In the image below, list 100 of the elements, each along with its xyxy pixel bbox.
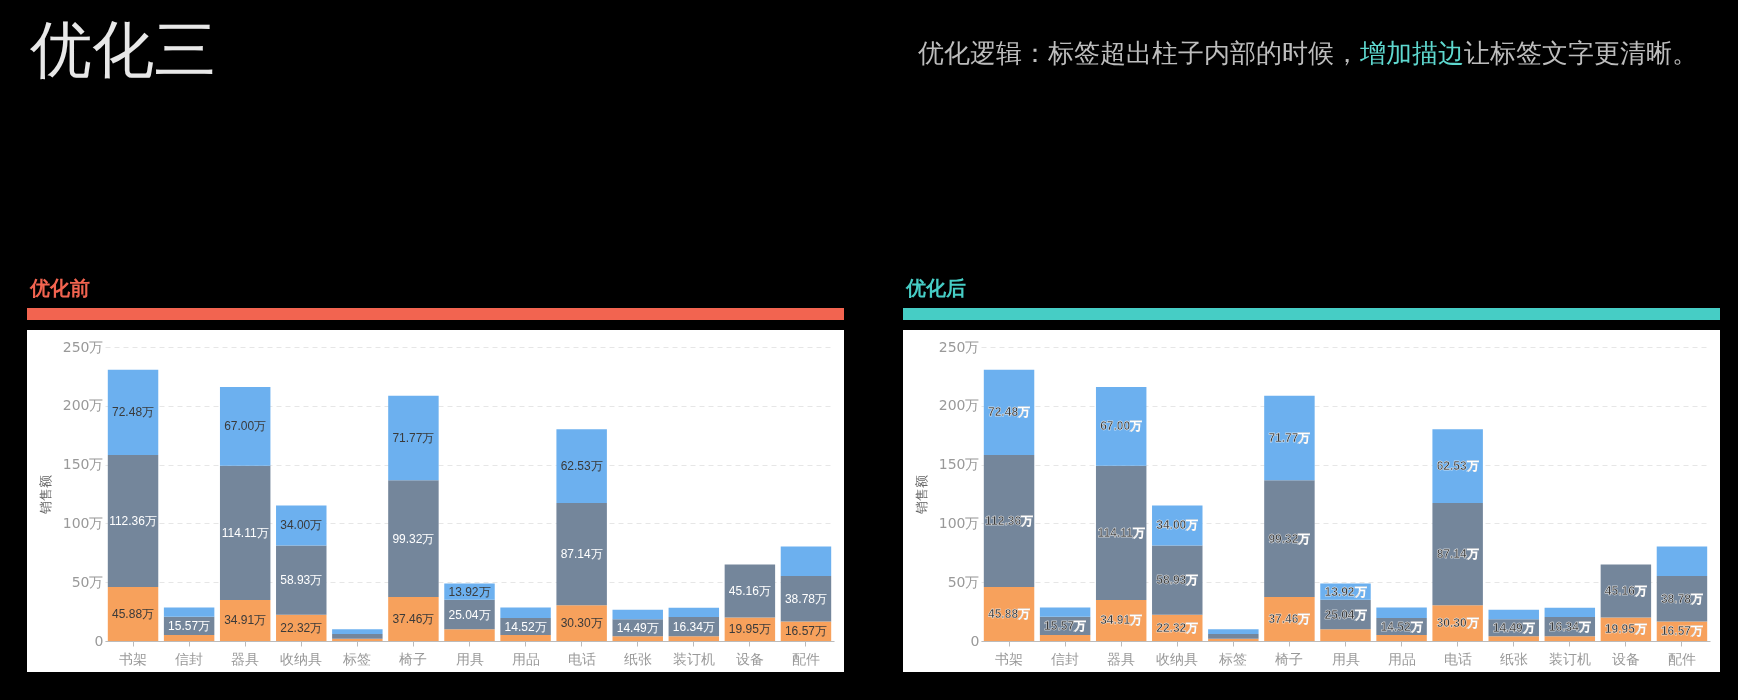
bar [1039,635,1091,641]
data-label: 62.53万 [1436,459,1479,474]
bar [1320,629,1371,641]
data-label: 13.92万 [1324,584,1367,599]
data-label: 71.77万 [1268,430,1311,445]
data-label: 87.14万 [1436,547,1479,562]
bar [983,454,1035,588]
y-tick-label: 50万 [71,573,104,590]
chart-title: 优化后 [905,275,967,302]
bar [1488,636,1539,641]
y-tick-label: 100万 [938,514,980,531]
bar [556,502,607,606]
bar [107,454,159,588]
bar [388,596,439,641]
data-label: 114.11万 [221,525,269,540]
bar [668,607,720,618]
data-label: 58.93万 [280,573,323,588]
x-tick-label: 用品 [511,650,540,667]
bar [612,609,663,620]
bar [1095,386,1147,466]
x-tick-label: 设备 [1611,650,1640,667]
data-label: 25.04万 [448,607,491,622]
bar [332,629,383,634]
bar [163,607,215,617]
data-label: 14.49万 [616,620,659,635]
bar [1264,395,1315,481]
data-label: 25.04万 [1324,607,1367,622]
bar [276,545,327,615]
data-label: 16.34万 [672,619,715,634]
y-tick-label: 250万 [938,338,980,355]
y-tick-label: 250万 [62,338,104,355]
y-tick-label: 150万 [62,456,104,473]
x-tick-label: 用品 [1387,650,1416,667]
data-label: 34.91万 [224,613,267,628]
bar [219,386,271,466]
chart-title: 优化前 [29,275,91,302]
data-label: 19.95万 [1604,622,1647,637]
x-tick-label: 书架 [119,650,148,667]
x-tick-label: 配件 [1667,650,1696,667]
bar [1656,546,1708,576]
data-label: 45.16万 [1604,583,1647,598]
x-tick-label: 配件 [791,650,820,667]
x-tick-label: 用具 [1331,650,1360,667]
bar [556,429,607,503]
data-label: 30.30万 [1436,616,1479,631]
text: 优化三 [30,12,216,88]
bar [1432,429,1483,503]
data-label: 45.16万 [728,583,771,598]
bar [1376,607,1427,619]
x-tick-label: 信封 [175,650,204,667]
x-tick-label: 书架 [995,650,1024,667]
x-tick-label: 用具 [455,650,484,667]
bar [219,465,271,600]
x-tick-label: 设备 [735,650,764,667]
bar [1152,545,1203,615]
bar [780,546,832,576]
x-tick-label: 收纳具 [1156,650,1199,667]
data-label: 71.77万 [392,430,435,445]
data-label: 34.00万 [280,518,323,533]
bar [107,587,159,641]
data-label: 87.14万 [560,547,603,562]
data-label: 99.32万 [1268,531,1311,546]
x-tick-label: 标签 [1218,650,1248,667]
y-tick-label: 100万 [62,514,104,531]
bar [1208,629,1259,634]
data-label: 30.30万 [560,616,603,631]
bar [1432,502,1483,606]
y-tick-label: 0 [970,632,980,649]
bar [444,629,495,641]
text: 优化逻辑：标签超出柱子内部的时候， [918,38,1360,68]
bar [1376,635,1427,641]
data-label: 67.00万 [1100,419,1143,434]
bar [724,564,776,618]
x-tick-label: 器具 [1107,650,1136,667]
y-axis-title: 销售额 [913,475,929,515]
data-label: 22.32万 [280,620,323,635]
bar [1544,636,1596,641]
x-tick-label: 装订机 [672,650,715,667]
bar [1264,480,1315,597]
data-label: 112.36万 [109,513,157,528]
bar [500,635,551,641]
x-tick-label: 器具 [231,650,260,667]
data-label: 45.88万 [988,607,1031,622]
x-tick-label: 椅子 [1275,650,1304,667]
data-label: 45.88万 [112,607,155,622]
bar [1488,609,1539,620]
data-label: 19.95万 [728,622,771,637]
x-tick-label: 纸张 [1499,650,1528,667]
bar [1208,633,1259,639]
bar [1095,465,1147,600]
bar [163,635,215,641]
x-tick-label: 信封 [1051,650,1080,667]
x-tick-label: 电话 [567,650,596,667]
data-label: 72.48万 [988,405,1031,420]
data-label: 15.57万 [1044,618,1087,633]
bar [500,607,551,619]
data-label: 58.93万 [1156,573,1199,588]
data-label: 67.00万 [224,419,267,434]
text: 增加描边 [1360,38,1464,68]
data-label: 16.57万 [784,624,827,639]
